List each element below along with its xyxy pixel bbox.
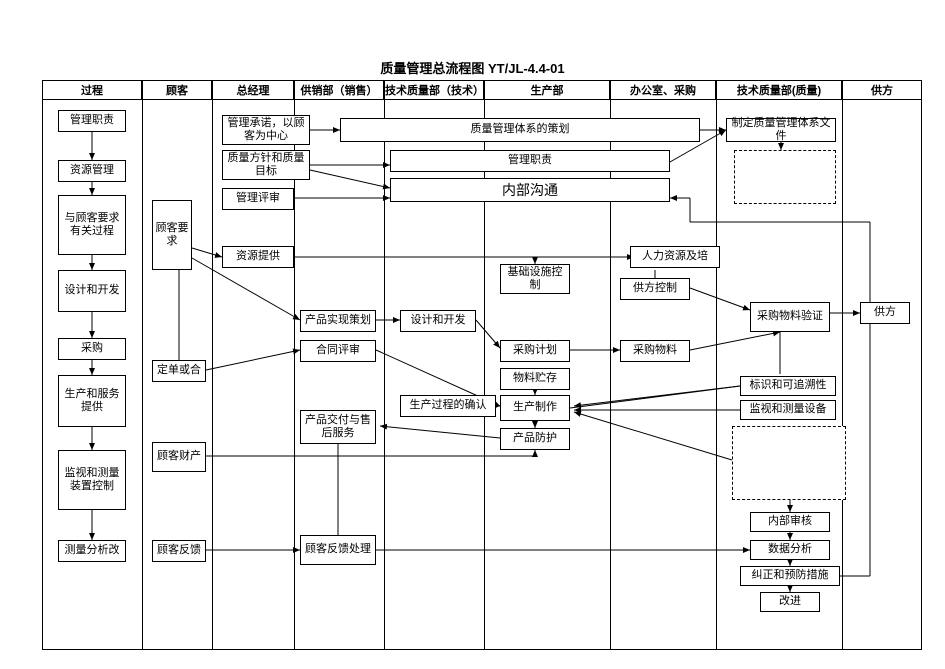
- h-prod: 生产部: [484, 80, 610, 100]
- node-prod-plan: 产品实现策划: [300, 310, 376, 332]
- node-inv: 物料贮存: [500, 368, 570, 390]
- node-p3: 与顾客要求有关过程: [58, 195, 126, 255]
- h-sales: 供销部（销售）: [294, 80, 384, 100]
- node-mgmt-resp: 管理职责: [390, 150, 670, 172]
- column-divider: [384, 100, 385, 650]
- h-supplier: 供方: [842, 80, 922, 100]
- node-p6: 生产和服务提供: [58, 375, 126, 427]
- node-data-ana: 数据分析: [750, 540, 830, 560]
- node-mon-dev: 监视和测量设备: [740, 400, 836, 420]
- node-p2: 资源管理: [58, 160, 126, 182]
- node-mgmt-review: 管理评审: [222, 188, 294, 210]
- node-dash-group1: [734, 150, 836, 204]
- column-divider: [294, 100, 295, 650]
- column-divider: [212, 100, 213, 650]
- column-divider: [142, 100, 143, 650]
- node-purch-plan: 采购计划: [500, 340, 570, 362]
- node-audit: 内部审核: [750, 512, 830, 532]
- node-p5: 采购: [58, 338, 126, 360]
- node-order: 定单或合: [152, 360, 206, 382]
- flowchart-canvas: 质量管理总流程图 YT/JL-4.4-01 过程顾客总经理供销部（销售）技术质量…: [10, 10, 935, 659]
- node-cust-fb: 顾客反馈: [152, 540, 206, 562]
- node-prod-confirm: 生产过程的确认: [400, 395, 496, 417]
- node-q-policy: 质量方针和质量目标: [222, 150, 310, 180]
- h-gm: 总经理: [212, 80, 294, 100]
- node-p4: 设计和开发: [58, 270, 126, 312]
- node-protect: 产品防护: [500, 428, 570, 450]
- node-mat-verify: 采购物料验证: [750, 302, 830, 332]
- node-ident: 标识和可追溯性: [740, 376, 836, 396]
- node-cust-req: 顾客要求: [152, 200, 192, 270]
- h-techq-t: 技术质量部（技术）: [384, 80, 484, 100]
- node-improve: 改进: [760, 592, 820, 612]
- node-p7: 监视和测量装置控制: [58, 450, 126, 510]
- h-customer: 顾客: [142, 80, 212, 100]
- node-design: 设计和开发: [400, 310, 476, 332]
- node-contract: 合同评审: [300, 340, 376, 362]
- node-supplier-ctl: 供方控制: [620, 278, 690, 300]
- node-manufacture: 生产制作: [500, 395, 570, 421]
- column-divider: [716, 100, 717, 650]
- node-int-comm: 内部沟通: [390, 178, 670, 202]
- node-infra: 基础设施控制: [500, 264, 570, 294]
- node-qms-doc: 制定质量管理体系文件: [726, 118, 836, 142]
- node-hr: 人力资源及培: [630, 246, 720, 268]
- node-p1: 管理职责: [58, 110, 126, 132]
- node-qms-plan: 质量管理体系的策划: [340, 118, 700, 142]
- node-dash-group2: [732, 426, 846, 500]
- node-mgmt-commit: 管理承诺，以顾客为中心: [222, 115, 310, 145]
- diagram-title: 质量管理总流程图 YT/JL-4.4-01: [10, 58, 935, 77]
- column-divider: [842, 100, 843, 650]
- node-fb-handle: 顾客反馈处理: [300, 535, 376, 565]
- node-capa: 纠正和预防措施: [740, 566, 840, 586]
- node-deliver: 产品交付与售后服务: [300, 410, 376, 444]
- h-process: 过程: [42, 80, 142, 100]
- node-purch-mat: 采购物料: [620, 340, 690, 362]
- node-supplier: 供方: [860, 302, 910, 324]
- h-techq-q: 技术质量部(质量): [716, 80, 842, 100]
- node-p8: 测量分析改: [58, 540, 126, 562]
- node-res-provide: 资源提供: [222, 246, 294, 268]
- h-office: 办公室、采购: [610, 80, 716, 100]
- node-cust-prop: 顾客财产: [152, 442, 206, 472]
